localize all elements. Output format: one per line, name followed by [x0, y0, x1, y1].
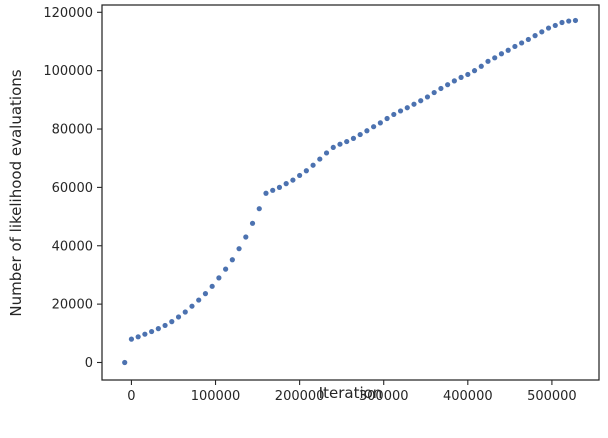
data-point — [384, 115, 390, 122]
data-point — [505, 47, 511, 53]
data-point — [445, 82, 451, 88]
data-point — [303, 168, 309, 174]
data-point — [169, 319, 175, 325]
data-point — [202, 291, 209, 297]
data-point — [471, 68, 478, 74]
data-point — [397, 108, 404, 114]
data-point — [283, 180, 289, 187]
data-point — [512, 43, 518, 50]
data-point — [270, 187, 276, 193]
data-point — [371, 124, 377, 130]
x-tick-label: 500000 — [527, 389, 577, 404]
data-point — [297, 172, 303, 179]
x-tick-label: 100000 — [191, 389, 241, 404]
plot-frame — [101, 4, 600, 381]
data-point — [451, 78, 457, 84]
data-point — [391, 111, 397, 118]
x-tick-label: 0 — [127, 389, 135, 404]
data-point — [216, 275, 222, 281]
data-point — [196, 297, 202, 303]
data-point — [498, 51, 505, 57]
data-point — [539, 29, 545, 35]
data-point — [485, 58, 491, 64]
y-axis-label: Number of likelihood evaluations — [7, 69, 25, 316]
data-point — [350, 135, 357, 141]
data-point — [545, 25, 552, 31]
data-point — [364, 128, 370, 134]
data-point — [566, 18, 572, 24]
data-point — [465, 71, 471, 78]
y-tick-label: 40000 — [52, 239, 93, 254]
y-tick-label: 60000 — [52, 181, 93, 196]
data-point — [317, 156, 323, 162]
data-point — [344, 138, 350, 145]
data-point — [404, 105, 410, 111]
y-tick-label: 0 — [85, 356, 93, 371]
data-point — [263, 190, 269, 196]
data-points — [122, 17, 579, 366]
y-axis-ticks: 0 20000 40000 60000 80000 100000 120000 — [43, 6, 102, 371]
x-axis-label: Iteration — [319, 384, 383, 402]
y-tick-label: 80000 — [52, 123, 93, 138]
y-tick-label: 120000 — [43, 6, 93, 21]
data-point — [249, 220, 256, 226]
data-point — [552, 22, 558, 29]
data-point — [256, 206, 262, 212]
x-tick-label: 300000 — [359, 389, 409, 404]
data-point — [149, 328, 155, 335]
y-tick-label: 100000 — [43, 64, 93, 79]
data-point — [236, 246, 242, 252]
data-point — [162, 322, 168, 329]
data-point — [492, 55, 498, 61]
data-point — [458, 74, 464, 80]
data-point — [175, 314, 182, 320]
data-point — [276, 184, 283, 190]
x-tick-label: 400000 — [443, 389, 493, 404]
data-point — [418, 98, 424, 104]
y-tick-label: 20000 — [52, 298, 93, 313]
data-point — [290, 177, 296, 183]
data-point — [357, 131, 363, 138]
data-point — [189, 303, 195, 309]
data-point — [431, 89, 437, 96]
data-point — [532, 33, 538, 39]
data-point — [519, 40, 525, 46]
data-point — [478, 63, 484, 69]
data-point — [155, 326, 161, 332]
data-point — [525, 36, 531, 43]
data-point — [142, 331, 148, 337]
data-point — [337, 141, 343, 147]
data-point — [411, 101, 417, 107]
data-point — [128, 336, 135, 342]
data-point — [122, 359, 128, 366]
data-point — [229, 257, 235, 263]
data-point — [438, 85, 444, 92]
data-point — [310, 162, 316, 168]
data-point — [243, 234, 249, 240]
data-point — [209, 283, 215, 289]
x-tick-label: 200000 — [275, 389, 325, 404]
data-point — [572, 17, 579, 24]
data-point — [377, 120, 383, 126]
data-point — [135, 334, 141, 340]
x-axis-ticks: 0 100000 200000 300000 400000 500000 — [127, 380, 577, 404]
data-point — [424, 94, 431, 100]
data-point — [330, 144, 336, 151]
data-point — [182, 309, 188, 315]
data-point — [223, 266, 229, 272]
data-point — [323, 150, 330, 156]
data-point — [559, 19, 565, 26]
